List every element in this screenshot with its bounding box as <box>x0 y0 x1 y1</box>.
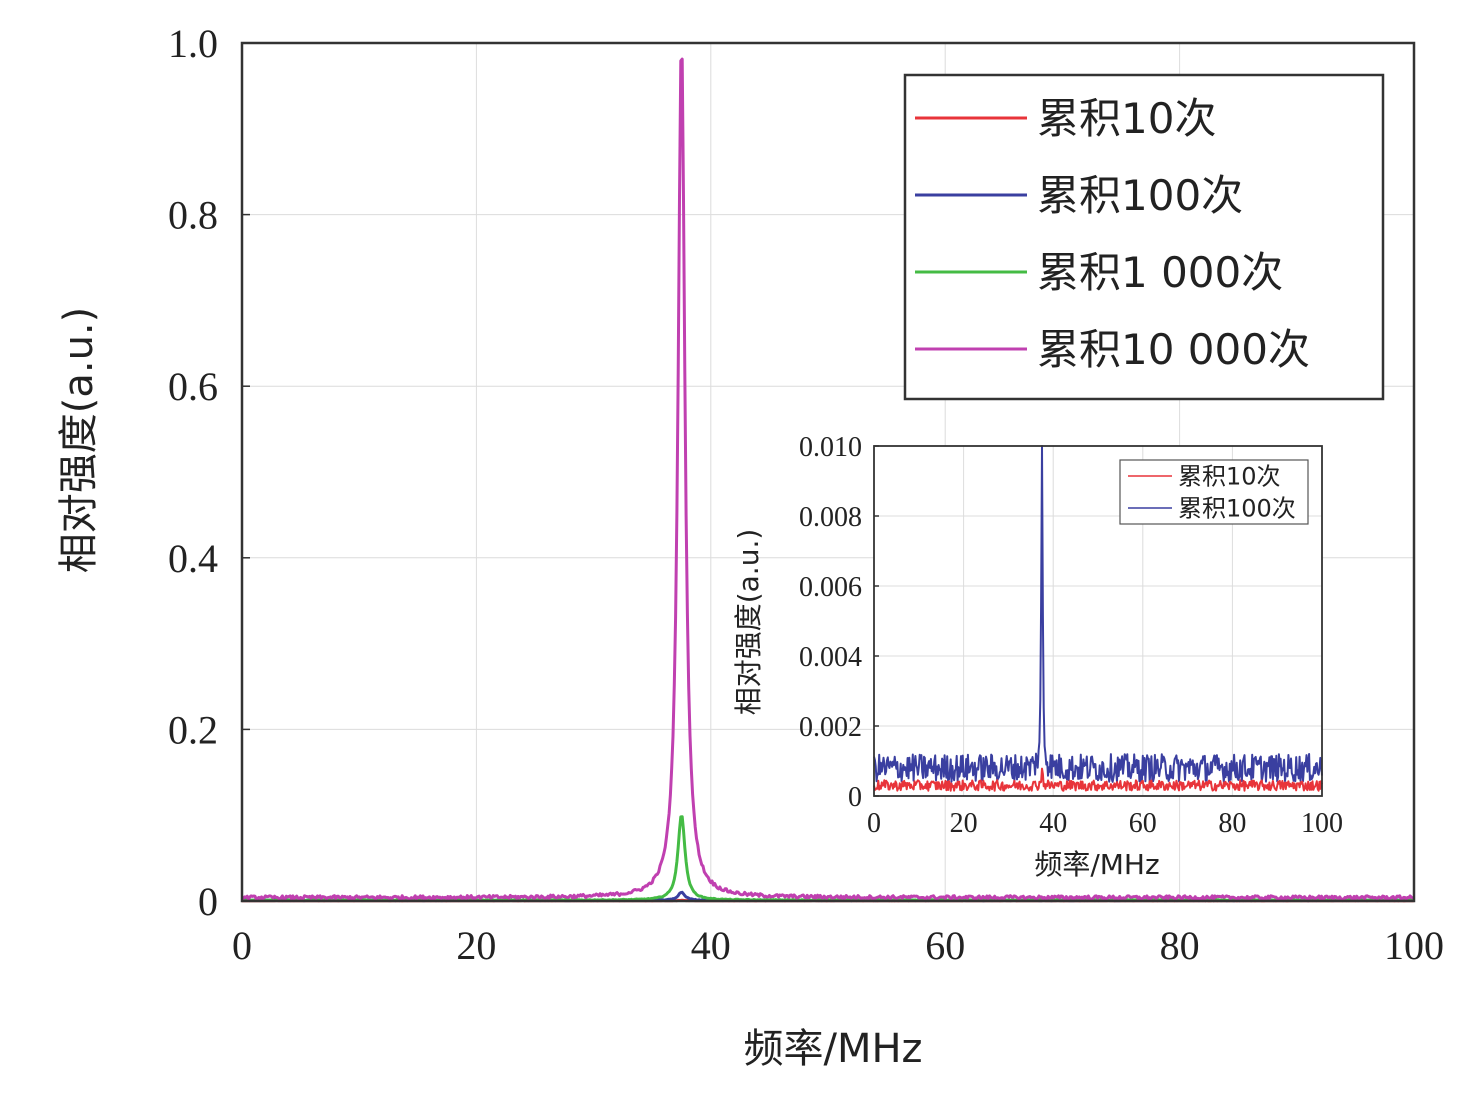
inset-plot-frame <box>873 445 1323 797</box>
main-legend-label-0: 累积10次 <box>1037 94 1216 143</box>
inset-y-ticks: 0 0.002 0.004 0.006 0.008 0.010 <box>799 432 879 813</box>
inset-y-tick-label: 0.008 <box>799 502 862 533</box>
inset-legend-label-0: 累积10次 <box>1178 463 1281 491</box>
main-y-tick-label: 0.6 <box>168 364 218 409</box>
main-plot-frame <box>240 41 1416 903</box>
main-x-tick-label: 80 <box>1160 923 1200 968</box>
inset-x-tick-label: 40 <box>1039 808 1067 839</box>
main-y-axis-label: 相对强度(a.u.) <box>56 307 102 574</box>
inset-y-tick-label: 0.010 <box>799 432 862 463</box>
main-legend-box <box>903 73 1385 401</box>
main-legend-label-3: 累积10 000次 <box>1037 325 1310 374</box>
inset-y-tick-label: 0 <box>848 782 862 813</box>
inset-x-tick-label: 80 <box>1218 808 1246 839</box>
main-x-axis-label: 频率/MHz <box>743 1026 922 1072</box>
main-x-ticks: 0 20 40 60 80 100 <box>232 923 1444 968</box>
main-plot: 0 20 40 60 80 100 0 0.2 0.4 0.6 0.8 1.0 频率/MHz 相对强… <box>56 21 1444 1072</box>
main-y-tick-label: 0.4 <box>168 536 218 581</box>
inset-x-axis-label: 频率/MHz <box>1034 848 1159 881</box>
main-y-tick-label: 1.0 <box>168 21 218 66</box>
main-x-tick-label: 40 <box>691 923 731 968</box>
main-x-tick-label: 100 <box>1384 923 1444 968</box>
inset-legend-box <box>1119 459 1309 525</box>
inset-y-tick-label: 0.002 <box>799 712 862 743</box>
inset-y-axis-label: 相对强度(a.u.) <box>732 529 765 716</box>
inset-series-line-1 <box>873 445 1323 783</box>
inset-series-group <box>873 445 1323 792</box>
main-y-tick-label: 0.8 <box>168 193 218 238</box>
main-x-tick-label: 0 <box>232 923 252 968</box>
inset-y-tick-label: 0.006 <box>799 572 862 603</box>
inset-x-tick-label: 20 <box>950 808 978 839</box>
main-series-line-3 <box>241 57 1415 901</box>
main-x-tick-label: 20 <box>456 923 496 968</box>
main-y-tick-label: 0 <box>198 879 218 924</box>
inset-y-tick-label: 0.004 <box>799 642 862 673</box>
inset-plot: 0 20 40 60 80 100 00.0020.0040.0060.0080.010 … <box>732 432 1343 881</box>
inset-legend-label-1: 累积100次 <box>1178 495 1296 523</box>
inset-x-tick-label: 100 <box>1301 808 1343 839</box>
inset-x-tick-label: 0 <box>867 808 881 839</box>
main-y-tick-label: 0.2 <box>168 707 218 752</box>
main-x-tick-label: 60 <box>925 923 965 968</box>
main-legend-label-1: 累积100次 <box>1037 171 1243 220</box>
main-legend-label-2: 累积1 000次 <box>1037 248 1283 297</box>
inset-x-ticks: 0 20 40 60 80 100 <box>867 808 1343 839</box>
inset-series-line-0 <box>873 767 1323 792</box>
main-y-ticks: 0 0.2 0.4 0.6 0.8 1.0 <box>168 21 250 924</box>
inset-x-tick-label: 60 <box>1129 808 1157 839</box>
